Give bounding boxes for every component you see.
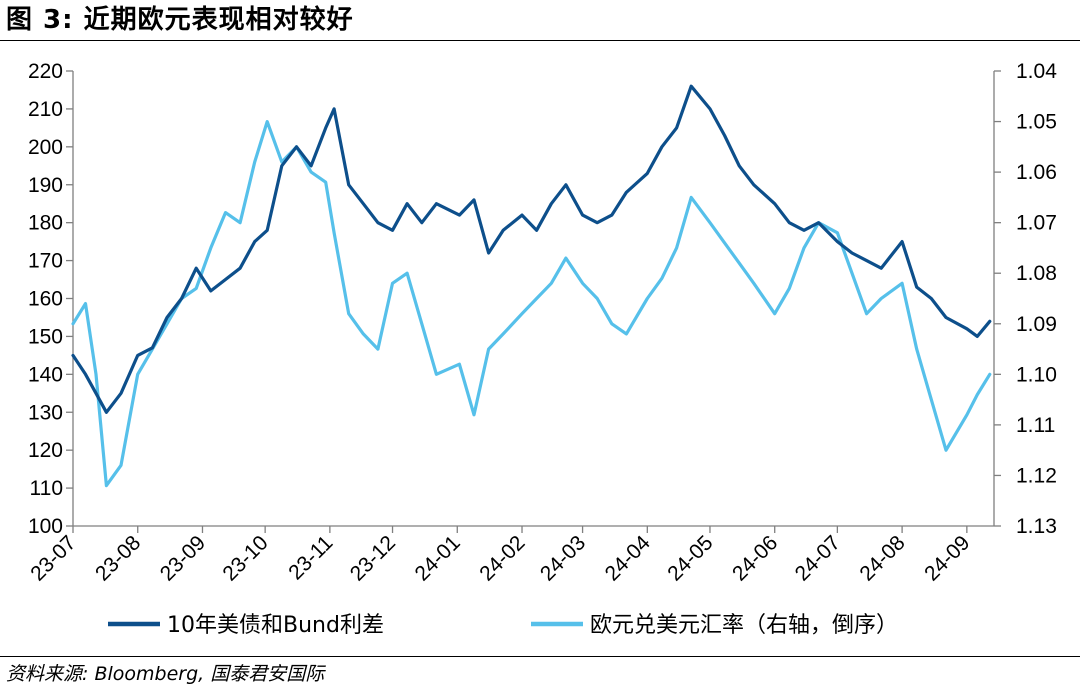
x-tick-label: 23-09 [156, 531, 210, 585]
left-tick-label: 210 [28, 98, 63, 121]
legend-label-series1: 10年美债和Bund利差 [167, 613, 384, 638]
x-tick-label: 23-08 [91, 531, 145, 585]
left-tick-label: 110 [30, 477, 63, 500]
left-tick-label: 190 [28, 174, 63, 197]
right-tick-label: 1.11 [1016, 414, 1055, 437]
source-rule [0, 656, 1080, 657]
right-axis-ticks: 1.04 1.05 1.06 1.07 1.08 1.09 1.10 1.11 1.12 1.13 [994, 60, 1057, 538]
right-tick-label: 1.04 [1016, 60, 1057, 83]
x-tick-label: 24-03 [536, 531, 590, 585]
x-tick-label: 23-10 [218, 531, 272, 585]
left-tick-label: 100 [28, 515, 63, 538]
x-axis-ticks: 23-07 23-08 23-09 23-10 23-11 23-12 24-01 24-02… [26, 526, 974, 586]
left-tick-label: 200 [28, 136, 63, 159]
left-tick-label: 170 [28, 250, 63, 273]
left-axis-ticks: 100 110 120 130 140 150 160 170 180 190 200 210 220 [28, 60, 73, 538]
x-tick-label: 23-11 [284, 531, 337, 584]
x-tick-label: 24-05 [663, 531, 717, 585]
right-tick-label: 1.07 [1016, 212, 1057, 235]
legend-label-series2: 欧元兑美元汇率（右轴，倒序） [590, 613, 898, 638]
series-layer [71, 84, 992, 488]
left-tick-label: 160 [28, 288, 63, 311]
x-tick-label: 23-07 [26, 531, 80, 585]
left-tick-label: 150 [28, 325, 63, 348]
axes [72, 71, 995, 527]
x-tick-label: 24-09 [920, 531, 974, 585]
x-tick-label: 24-04 [601, 531, 655, 585]
right-tick-label: 1.05 [1016, 111, 1057, 134]
left-tick-label: 120 [28, 439, 63, 462]
line-chart: 100110120130140150160170180190200210220 … [26, 60, 1057, 638]
series-line-1 [71, 84, 992, 414]
x-tick-label: 24-08 [855, 531, 909, 585]
right-tick-label: 1.10 [1016, 363, 1057, 386]
x-tick-label: 24-01 [411, 531, 465, 585]
chart-title: 图 3: 近期欧元表现相对较好 [6, 5, 354, 35]
title-rule [0, 40, 1080, 41]
left-tick-label: 130 [28, 401, 63, 424]
x-tick-label: 24-07 [791, 531, 845, 585]
left-tick-label: 140 [28, 363, 63, 386]
right-tick-label: 1.09 [1016, 313, 1057, 336]
x-tick-label: 24-02 [475, 531, 529, 585]
left-tick-label: 220 [28, 60, 63, 83]
series-line-2 [71, 119, 992, 488]
legend: 10年美债和Bund利差 欧元兑美元汇率（右轴，倒序） [108, 613, 898, 638]
right-tick-label: 1.06 [1016, 161, 1057, 184]
left-tick-label: 180 [28, 212, 63, 235]
right-tick-label: 1.12 [1016, 464, 1057, 487]
x-tick-label: 24-06 [728, 531, 782, 585]
x-tick-label: 23-12 [346, 531, 400, 585]
right-tick-label: 1.13 [1016, 515, 1057, 538]
source-note: 资料来源: Bloomberg, 国泰君安国际 [6, 663, 325, 685]
right-tick-label: 1.08 [1016, 262, 1057, 285]
